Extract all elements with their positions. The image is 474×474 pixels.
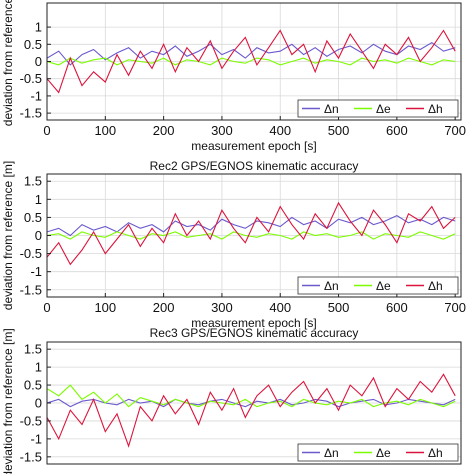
y-tick-label: 1 [35, 360, 42, 375]
y-tick-label: 1 [35, 20, 42, 35]
series-line-3 [47, 201, 456, 266]
y-tick-label: 0 [35, 228, 42, 243]
legend-label-1: Δn [324, 102, 339, 116]
y-tick-label: -1 [30, 431, 42, 446]
chart-panel-3: Rec3 GPS/EGNOS kinematic accuracy -1.5 -1 -… [1, 326, 462, 474]
legend-label-3: Δh [428, 279, 443, 293]
y-tick-label: 1.5 [24, 174, 42, 189]
x-tick-label: 600 [386, 300, 408, 315]
legend-box [297, 276, 459, 295]
x-tick-label: 300 [211, 300, 233, 315]
y-tick-label: -1 [30, 264, 42, 279]
legend: Δn Δe Δh [297, 276, 459, 295]
legend-label-3: Δh [428, 446, 443, 460]
legend-label-2: Δe [376, 446, 391, 460]
y-tick-label: 0 [35, 54, 42, 69]
x-tick-label: 0 [43, 300, 50, 315]
x-tick-label: 0 [43, 123, 50, 138]
legend: Δn Δe Δh [297, 99, 459, 118]
legend-label-2: Δe [376, 102, 391, 116]
y-tick-label: -1 [30, 88, 42, 103]
y-tick-label: -0.5 [20, 246, 42, 261]
series-line-1 [47, 41, 456, 66]
x-tick-label: 100 [94, 300, 116, 315]
y-axis-label: deviation from reference [m] [1, 328, 15, 474]
x-tick-label: 200 [153, 300, 175, 315]
series-line-3 [47, 373, 456, 448]
series-line-2 [47, 57, 456, 66]
y-tick-label: -1.5 [20, 449, 42, 464]
y-tick-label: -0.5 [20, 71, 42, 86]
y-tick-label: 1 [35, 192, 42, 207]
y-tick-label: 0.5 [24, 210, 42, 225]
x-axis-label: measurement epoch [s] [191, 139, 316, 153]
y-tick-label: 0 [35, 396, 42, 411]
x-tick-label: 200 [153, 123, 175, 138]
y-tick-label: -0.5 [20, 413, 42, 428]
chart-title: Rec3 GPS/EGNOS kinematic accuracy [150, 326, 359, 340]
legend-box [297, 443, 459, 462]
legend-label-1: Δn [324, 279, 339, 293]
y-axis-label: deviation from reference [1, 0, 15, 126]
chart-panel-2: Rec2 GPS/EGNOS kinematic accuracy -1.5 -1 -… [1, 159, 466, 330]
legend-box [297, 99, 459, 118]
x-tick-label: 600 [386, 123, 408, 138]
series-line-2 [47, 231, 456, 240]
x-axis-label: measurement epoch [s] [191, 316, 316, 330]
series-line-1 [47, 214, 456, 237]
x-tick-label: 500 [328, 300, 350, 315]
y-tick-label: 0.5 [24, 378, 42, 393]
y-tick-label: 0.5 [24, 37, 42, 52]
x-tick-label: 400 [269, 123, 291, 138]
y-axis-label: deviation from reference [m] [1, 161, 15, 310]
x-tick-label: 700 [444, 123, 466, 138]
x-tick-label: 100 [94, 123, 116, 138]
x-tick-label: 400 [269, 300, 291, 315]
x-tick-label: 300 [211, 123, 233, 138]
legend-label-1: Δn [324, 446, 339, 460]
legend: Δn Δe Δh [297, 443, 459, 462]
series-line-3 [47, 29, 456, 94]
legend-label-2: Δe [376, 279, 391, 293]
y-tick-label: 1.5 [24, 342, 42, 357]
x-tick-label: 500 [328, 123, 350, 138]
x-tick-label: 700 [444, 300, 466, 315]
y-tick-label: -1.5 [20, 106, 42, 121]
legend-label-3: Δh [428, 102, 443, 116]
y-tick-label: -1.5 [20, 282, 42, 297]
chart-panel-1: -1.5 -1 -0.5 0 0.5 1 0 100 200 300 400 500 600 700 mea… [1, 0, 466, 153]
chart-title: Rec2 GPS/EGNOS kinematic accuracy [150, 159, 359, 173]
